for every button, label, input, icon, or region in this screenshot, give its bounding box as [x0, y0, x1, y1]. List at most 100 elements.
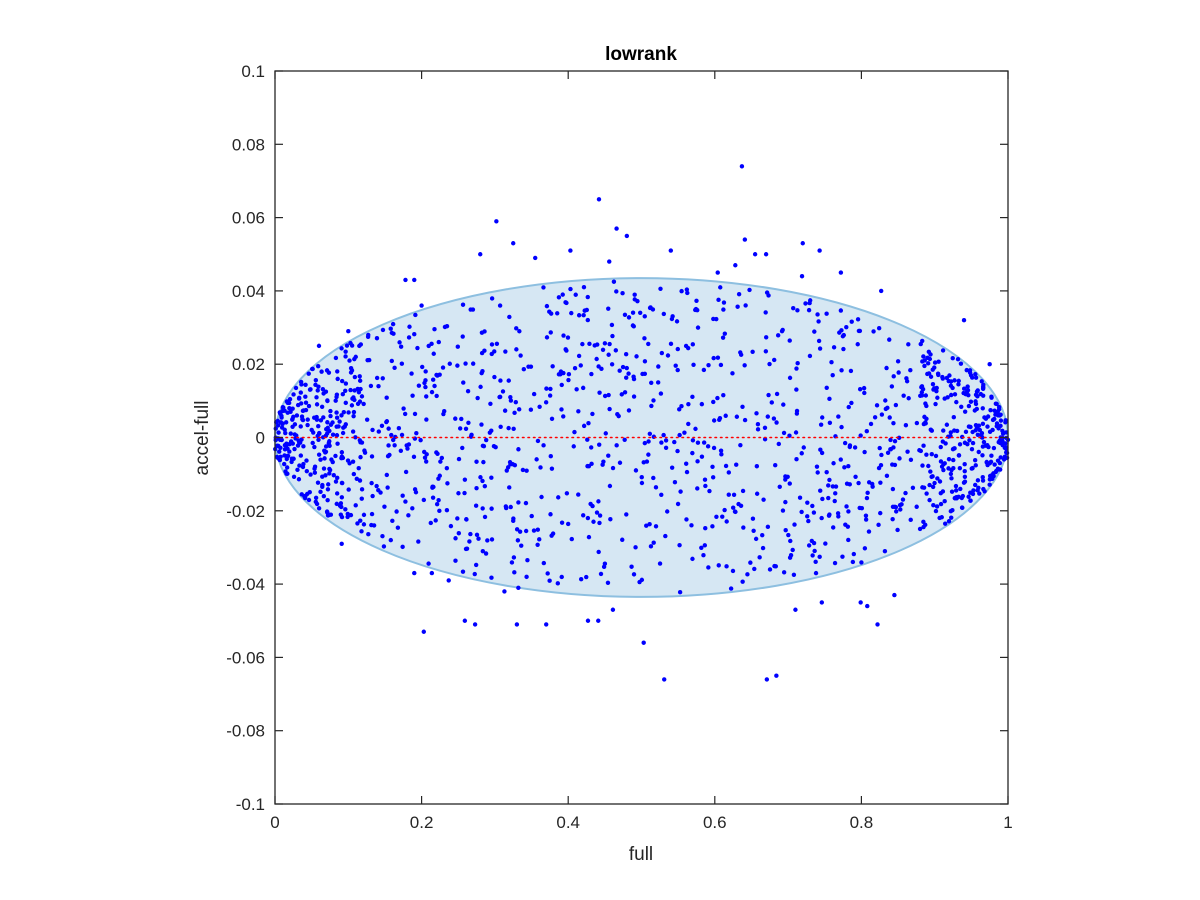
data-point: [757, 555, 762, 560]
data-point: [281, 461, 287, 467]
data-point: [368, 383, 374, 389]
data-point: [380, 376, 385, 381]
data-point: [591, 519, 596, 524]
data-point: [602, 561, 608, 566]
data-point: [460, 302, 466, 307]
data-point: [296, 395, 302, 401]
data-point: [285, 471, 290, 476]
data-point: [781, 402, 786, 407]
data-point: [859, 560, 864, 565]
data-point: [328, 408, 333, 414]
data-point: [981, 439, 987, 445]
data-point: [339, 541, 344, 546]
data-point: [357, 478, 363, 483]
data-point: [831, 345, 837, 350]
data-point: [576, 353, 582, 359]
y-tick-label: 0.04: [232, 282, 265, 301]
data-point: [339, 454, 345, 459]
data-point: [346, 329, 351, 334]
data-point: [626, 408, 632, 413]
data-point: [980, 393, 986, 398]
data-point: [951, 446, 957, 451]
data-point: [994, 423, 999, 429]
data-point: [651, 475, 656, 481]
data-point: [445, 481, 450, 486]
data-point: [585, 294, 590, 300]
data-point: [701, 367, 707, 373]
data-point: [335, 441, 340, 446]
data-point: [289, 459, 294, 465]
data-point: [514, 347, 519, 352]
data-point: [478, 475, 483, 480]
data-point: [684, 287, 690, 292]
data-point: [695, 440, 701, 445]
data-point: [597, 513, 603, 518]
data-point: [316, 424, 321, 429]
data-point: [772, 357, 777, 363]
data-point: [350, 396, 355, 401]
data-point: [961, 390, 966, 396]
data-point: [962, 474, 968, 479]
data-point: [817, 554, 822, 560]
data-point: [585, 515, 591, 521]
data-point: [980, 453, 985, 458]
data-point: [743, 303, 748, 308]
data-point: [863, 513, 869, 518]
data-point: [399, 361, 405, 366]
data-point: [384, 419, 389, 425]
data-point: [630, 310, 636, 315]
data-point: [868, 421, 874, 427]
data-point: [931, 502, 936, 508]
data-point: [1000, 439, 1005, 444]
data-point: [358, 342, 364, 347]
data-point: [719, 452, 724, 457]
data-point: [301, 444, 306, 449]
data-point: [917, 526, 923, 532]
data-point: [648, 544, 654, 549]
data-point: [935, 371, 941, 376]
data-point: [962, 462, 967, 467]
data-point: [590, 411, 595, 417]
data-point: [334, 392, 340, 397]
data-point: [506, 378, 511, 383]
data-point: [932, 480, 937, 486]
data-point: [313, 495, 319, 500]
data-point: [596, 499, 601, 504]
data-point: [361, 512, 367, 518]
data-point: [300, 417, 306, 423]
data-point: [316, 452, 322, 457]
data-point: [623, 352, 629, 357]
data-point: [922, 414, 927, 420]
data-point: [794, 411, 800, 416]
data-point: [323, 389, 329, 394]
data-point: [710, 524, 715, 529]
data-point: [866, 480, 872, 485]
data-point: [875, 622, 880, 627]
data-point: [938, 444, 943, 450]
data-point: [489, 342, 495, 347]
data-point: [339, 413, 344, 418]
data-point: [816, 319, 821, 324]
data-point: [277, 449, 282, 454]
data-point: [631, 324, 636, 329]
data-point: [411, 454, 417, 460]
x-axis-label: full: [629, 844, 653, 865]
data-point: [559, 407, 564, 412]
data-point: [334, 410, 339, 415]
data-point: [455, 344, 461, 349]
data-point: [435, 451, 440, 456]
data-point: [914, 504, 919, 509]
data-point: [419, 303, 424, 308]
data-point: [473, 562, 479, 568]
data-point: [734, 462, 739, 467]
data-point: [514, 527, 520, 532]
data-point: [488, 401, 493, 406]
data-point: [952, 378, 957, 383]
data-point: [805, 514, 810, 519]
data-point: [381, 544, 387, 549]
data-point: [814, 464, 820, 469]
data-point: [588, 501, 593, 507]
data-point: [589, 371, 594, 377]
data-point: [760, 545, 766, 551]
data-point: [304, 468, 310, 474]
